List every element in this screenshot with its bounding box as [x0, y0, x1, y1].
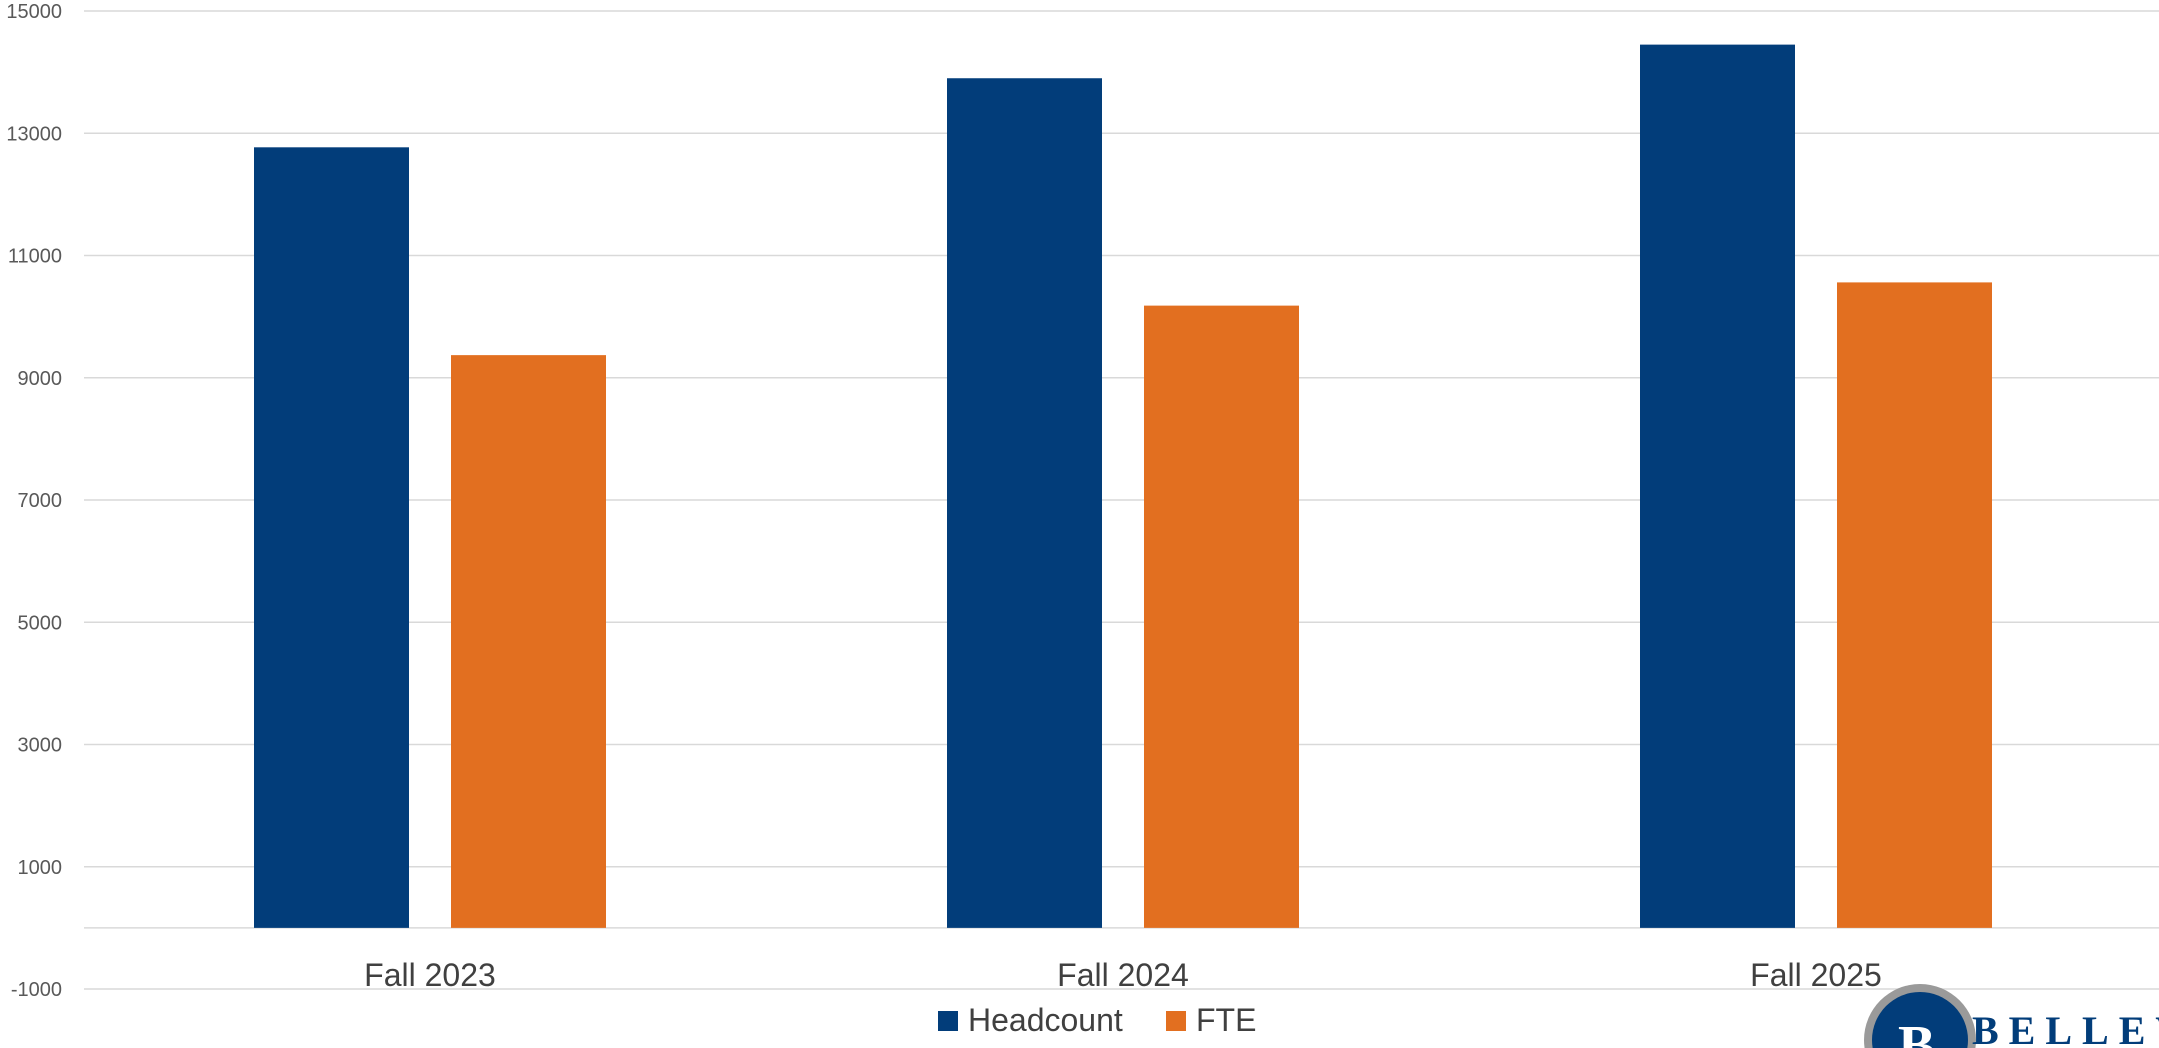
bar-headcount-fall-2023	[254, 147, 409, 928]
y-tick-label: 9000	[18, 368, 63, 390]
gridlines	[84, 10, 2159, 990]
bar-headcount-fall-2025	[1640, 44, 1795, 928]
logo-b-icon: B	[1898, 1015, 1935, 1048]
y-tick-label: 13000	[6, 123, 62, 145]
y-tick-label: 5000	[18, 612, 63, 634]
bar-fte-fall-2025	[1837, 282, 1992, 928]
y-axis-tick-labels: 15000 13000 11000 9000 7000 5000 3000 1000 -1000	[6, 1, 62, 1001]
bar-fte-fall-2024	[1144, 305, 1299, 928]
bar-headcount-fall-2024	[947, 78, 1102, 928]
y-tick-label: 11000	[8, 246, 62, 268]
category-label: Fall 2024	[1057, 957, 1189, 993]
y-tick-label: 3000	[18, 735, 63, 757]
logo-disc-icon	[1872, 992, 1968, 1048]
bar-fte-fall-2023	[451, 355, 606, 928]
bellevue-logo: B BELLEV	[1864, 984, 2159, 1048]
y-tick-label: -1000	[11, 979, 62, 1001]
legend-swatch-headcount	[938, 1011, 958, 1031]
legend-label-headcount: Headcount	[968, 1002, 1123, 1038]
logo-wordmark: BELLEV	[1972, 1008, 2159, 1048]
category-label: Fall 2023	[364, 957, 496, 993]
category-label: Fall 2025	[1750, 957, 1882, 993]
legend-swatch-fte	[1166, 1011, 1186, 1031]
legend-label-fte: FTE	[1196, 1002, 1256, 1038]
bars	[254, 44, 1992, 928]
y-tick-label: 7000	[18, 490, 63, 512]
legend: Headcount FTE	[938, 1002, 1256, 1038]
category-labels: Fall 2023 Fall 2024 Fall 2025	[364, 957, 1882, 993]
y-tick-label: 1000	[18, 857, 63, 879]
y-tick-label: 15000	[6, 1, 62, 23]
